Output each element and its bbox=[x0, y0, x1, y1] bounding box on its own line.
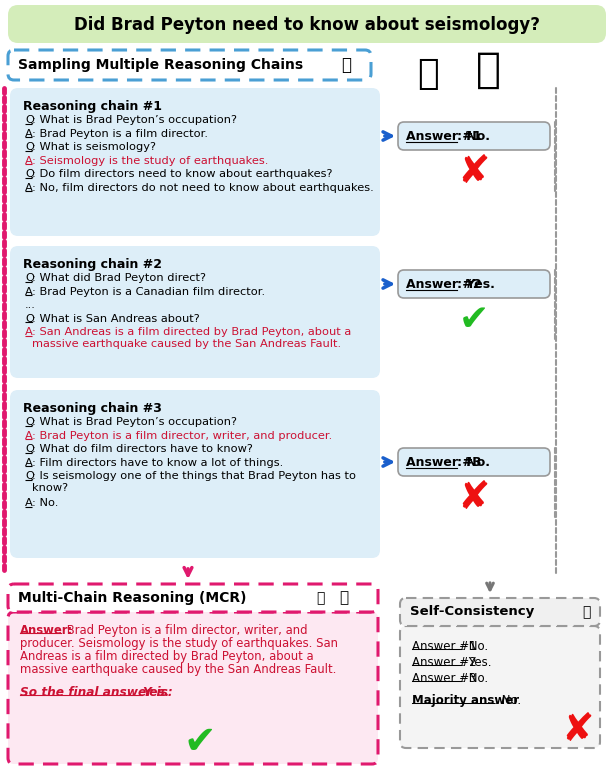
Text: 📋: 📋 bbox=[316, 591, 324, 605]
Text: producer. Seismology is the study of earthquakes. San: producer. Seismology is the study of ear… bbox=[20, 637, 338, 650]
Text: A: A bbox=[25, 458, 33, 467]
Text: Q: Q bbox=[25, 142, 34, 152]
FancyBboxPatch shape bbox=[398, 270, 550, 298]
Text: ⛰: ⛰ bbox=[475, 49, 500, 91]
Text: : San Andreas is a film directed by Brad Peyton, about a
massive earthquake caus: : San Andreas is a film directed by Brad… bbox=[32, 327, 351, 349]
Text: ...: ... bbox=[25, 300, 36, 310]
FancyBboxPatch shape bbox=[8, 5, 606, 43]
Text: ✘: ✘ bbox=[457, 153, 491, 191]
Text: ✔: ✔ bbox=[459, 303, 489, 337]
Text: : No, film directors do not need to know about earthquakes.: : No, film directors do not need to know… bbox=[32, 183, 374, 193]
Text: 🤖: 🤖 bbox=[340, 590, 349, 605]
Text: Andreas is a film directed by Brad Peyton, about a: Andreas is a film directed by Brad Peyto… bbox=[20, 650, 314, 663]
Text: : No.: : No. bbox=[461, 640, 488, 653]
Text: ✘: ✘ bbox=[562, 711, 594, 749]
Text: A: A bbox=[25, 129, 33, 139]
Text: Sampling Multiple Reasoning Chains: Sampling Multiple Reasoning Chains bbox=[18, 58, 303, 72]
Text: : No.: : No. bbox=[457, 129, 491, 143]
Text: Q: Q bbox=[25, 115, 34, 125]
Text: Q: Q bbox=[25, 169, 34, 179]
Text: Q: Q bbox=[25, 471, 34, 481]
Text: : Yes.: : Yes. bbox=[457, 278, 495, 291]
Text: Answer #2: Answer #2 bbox=[406, 278, 481, 291]
Text: : Seismology is the study of earthquakes.: : Seismology is the study of earthquakes… bbox=[32, 155, 268, 165]
Text: Did Brad Peyton need to know about seismology?: Did Brad Peyton need to know about seism… bbox=[74, 16, 540, 34]
Text: : What is San Andreas about?: : What is San Andreas about? bbox=[32, 314, 200, 324]
Text: Yes.: Yes. bbox=[142, 686, 170, 699]
Text: 🤖: 🤖 bbox=[341, 56, 351, 74]
Text: A: A bbox=[25, 155, 33, 165]
Text: Multi-Chain Reasoning (MCR): Multi-Chain Reasoning (MCR) bbox=[18, 591, 246, 605]
Text: A: A bbox=[25, 286, 33, 296]
Text: A: A bbox=[25, 183, 33, 193]
Text: ✘: ✘ bbox=[457, 479, 491, 517]
FancyBboxPatch shape bbox=[400, 598, 600, 626]
Text: : No.: : No. bbox=[457, 456, 491, 469]
Text: Reasoning chain #3: Reasoning chain #3 bbox=[23, 402, 162, 415]
Text: Q: Q bbox=[25, 417, 34, 427]
Text: : What is seismology?: : What is seismology? bbox=[32, 142, 156, 152]
Text: : Yes.: : Yes. bbox=[461, 656, 492, 669]
Text: : Is seismology one of the things that Brad Peyton has to
know?: : Is seismology one of the things that B… bbox=[32, 471, 356, 492]
Text: : What is Brad Peyton’s occupation?: : What is Brad Peyton’s occupation? bbox=[32, 417, 237, 427]
Text: A: A bbox=[25, 430, 33, 441]
Text: A: A bbox=[25, 498, 33, 508]
Text: : Do film directors need to know about earthquakes?: : Do film directors need to know about e… bbox=[32, 169, 333, 179]
Text: : What do film directors have to know?: : What do film directors have to know? bbox=[32, 444, 253, 454]
Text: Q: Q bbox=[25, 314, 34, 324]
Text: Reasoning chain #1: Reasoning chain #1 bbox=[23, 100, 162, 113]
FancyBboxPatch shape bbox=[10, 390, 380, 558]
Text: : Brad Peyton is a film director.: : Brad Peyton is a film director. bbox=[32, 129, 208, 139]
Text: Reasoning chain #2: Reasoning chain #2 bbox=[23, 258, 162, 271]
Text: : No.: : No. bbox=[494, 694, 521, 707]
Text: Majority answer: Majority answer bbox=[412, 694, 519, 707]
Text: : Film directors have to know a lot of things.: : Film directors have to know a lot of t… bbox=[32, 458, 283, 467]
Text: Answer #1: Answer #1 bbox=[412, 640, 476, 653]
Text: 🎰: 🎰 bbox=[582, 605, 590, 619]
Text: : Brad Peyton is a film director, writer, and producer.: : Brad Peyton is a film director, writer… bbox=[32, 430, 332, 441]
Text: A: A bbox=[25, 327, 33, 337]
FancyBboxPatch shape bbox=[8, 50, 371, 80]
Text: Answer #2: Answer #2 bbox=[412, 656, 476, 669]
Text: Q: Q bbox=[25, 273, 34, 283]
Text: Q: Q bbox=[25, 444, 34, 454]
Text: : What did Brad Peyton direct?: : What did Brad Peyton direct? bbox=[32, 273, 206, 283]
Text: So the final answer is:: So the final answer is: bbox=[20, 686, 177, 699]
Text: : Brad Peyton is a Canadian film director.: : Brad Peyton is a Canadian film directo… bbox=[32, 286, 265, 296]
FancyBboxPatch shape bbox=[398, 122, 550, 150]
Text: massive earthquake caused by the San Andreas Fault.: massive earthquake caused by the San And… bbox=[20, 663, 336, 676]
Text: Answer:: Answer: bbox=[20, 624, 73, 637]
FancyBboxPatch shape bbox=[8, 584, 378, 612]
Text: Brad Peyton is a film director, writer, and: Brad Peyton is a film director, writer, … bbox=[63, 624, 308, 637]
FancyBboxPatch shape bbox=[398, 448, 550, 476]
Text: 🎬: 🎬 bbox=[417, 57, 439, 91]
FancyBboxPatch shape bbox=[8, 612, 378, 764]
Text: : No.: : No. bbox=[32, 498, 58, 508]
Text: Answer #3: Answer #3 bbox=[406, 456, 481, 469]
Text: Self-Consistency: Self-Consistency bbox=[410, 605, 534, 619]
FancyBboxPatch shape bbox=[400, 626, 600, 748]
FancyBboxPatch shape bbox=[10, 246, 380, 378]
Text: Answer #1: Answer #1 bbox=[406, 129, 481, 143]
Text: Answer #3: Answer #3 bbox=[412, 672, 476, 685]
Text: ✔: ✔ bbox=[184, 723, 216, 761]
Text: : What is Brad Peyton’s occupation?: : What is Brad Peyton’s occupation? bbox=[32, 115, 237, 125]
FancyBboxPatch shape bbox=[10, 88, 380, 236]
Text: : No.: : No. bbox=[461, 672, 488, 685]
